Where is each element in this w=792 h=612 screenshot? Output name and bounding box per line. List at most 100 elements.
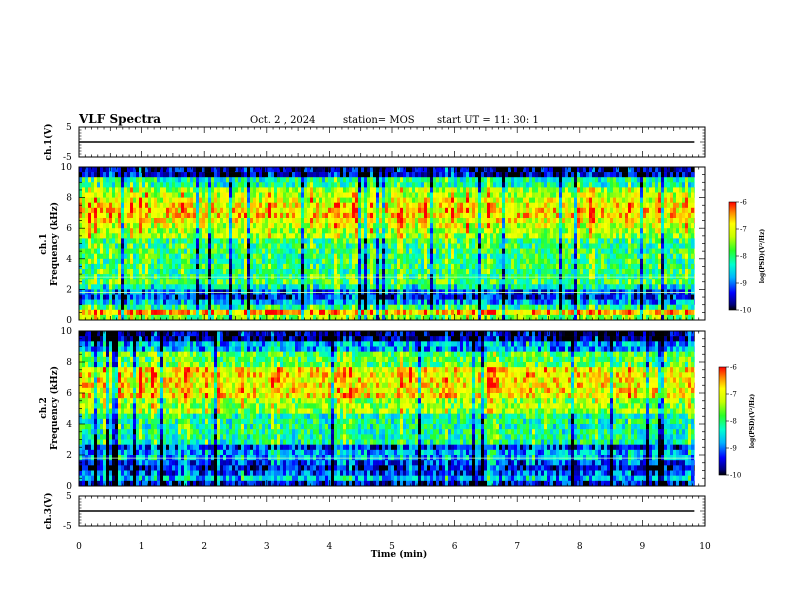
spectrogram-cell <box>244 233 248 239</box>
spectrogram-cell <box>529 207 533 214</box>
spectrogram-cell <box>340 304 344 311</box>
spectrogram-cell <box>463 299 467 305</box>
spectrogram-cell <box>370 207 374 214</box>
spectrogram-cell <box>331 248 335 254</box>
spectrogram-cell <box>331 197 335 203</box>
spectrogram-cell <box>157 218 161 224</box>
spectrogram-cell <box>253 218 257 224</box>
spectrogram-cell <box>223 212 227 219</box>
spectrogram-cell <box>541 258 545 265</box>
spectrogram-cell <box>256 187 260 193</box>
spectrogram-cell <box>340 212 344 219</box>
spectrogram-cell <box>412 314 416 321</box>
spectrogram-cell <box>163 314 167 321</box>
spectrogram-cell <box>532 223 536 229</box>
spectrogram-cell <box>373 233 377 239</box>
spectrogram-cell <box>94 304 98 311</box>
spectrogram-cell <box>553 177 557 183</box>
spectrogram-cell <box>166 248 170 254</box>
spectrogram-cell <box>553 192 557 198</box>
spectrogram-cell <box>334 207 338 214</box>
spectrogram-cell <box>100 233 104 239</box>
spectrogram-cell <box>160 233 164 239</box>
spectrogram-cell <box>94 182 98 188</box>
spectrogram-cell <box>409 192 413 198</box>
spectrogram-cell <box>190 269 194 275</box>
spectrogram-cell <box>544 187 548 193</box>
spectrogram-cell <box>229 263 233 270</box>
spectrogram-cell <box>301 167 305 173</box>
spectrogram-cell <box>472 309 476 316</box>
spectrogram-cell <box>388 187 392 193</box>
spectrogram-cell <box>130 258 134 265</box>
spectrogram-cell <box>142 218 146 224</box>
spectrogram-cell <box>217 269 221 275</box>
spectrogram-cell <box>217 309 221 316</box>
spectrogram-cell <box>301 299 305 305</box>
spectrogram-cell <box>220 212 224 219</box>
spectrogram-cell <box>292 182 296 188</box>
spectrogram-cell <box>484 243 488 249</box>
spectrogram-cell <box>169 177 173 183</box>
spectrogram-cell <box>523 202 527 209</box>
spectrogram-cell <box>130 314 134 321</box>
spectrogram-cell <box>193 314 197 321</box>
spectrogram-cell <box>301 228 305 234</box>
spectrogram-cell <box>178 248 182 254</box>
spectrogram-cell <box>211 177 215 183</box>
spectrogram-cell <box>259 167 263 173</box>
spectrogram-cell <box>496 167 500 173</box>
spectrogram-cell <box>532 212 536 219</box>
spectrogram-cell <box>550 228 554 234</box>
spectrogram-cell <box>325 212 329 219</box>
spectrogram-cell <box>295 212 299 219</box>
spectrogram-cell <box>418 192 422 198</box>
spectrogram-cell <box>463 197 467 203</box>
spectrogram-cell <box>370 309 374 316</box>
spectrogram-cell <box>361 279 365 285</box>
spectrogram-cell <box>445 294 449 300</box>
spectrogram-cell <box>133 263 137 270</box>
spectrogram-cell <box>298 304 302 311</box>
spectrogram-cell <box>481 192 485 198</box>
spectrogram-cell <box>88 172 92 178</box>
spectrogram-cell <box>427 279 431 285</box>
spectrogram-cell <box>475 304 479 311</box>
spectrogram-cell <box>124 187 128 193</box>
spectrogram-cell <box>160 218 164 224</box>
ch1-waveform-panel: 5 -5 ch.1(V) <box>43 123 706 163</box>
spectrogram-cell <box>451 304 455 311</box>
spectrogram-cell <box>532 192 536 198</box>
spectrogram-cell <box>472 223 476 229</box>
spectrogram-cell <box>208 309 212 316</box>
spectrogram-cell <box>397 177 401 183</box>
spectrogram-cell <box>334 279 338 285</box>
spectrogram-cell <box>355 182 359 188</box>
spectrogram-cell <box>541 228 545 234</box>
spectrogram-cell <box>289 243 293 249</box>
spectrogram-cell <box>136 284 140 290</box>
spectrogram-cell <box>478 299 482 305</box>
spectrogram-cell <box>532 172 536 178</box>
spectrogram-cell <box>244 207 248 214</box>
spectrogram-cell <box>127 304 131 311</box>
spectrogram-cell <box>253 253 257 260</box>
spectrogram-cell <box>349 187 353 193</box>
spectrogram-cell <box>217 172 221 178</box>
spectrogram-cell <box>97 197 101 203</box>
spectrogram-cell <box>385 314 389 321</box>
spectrogram-cell <box>196 177 200 183</box>
spectrogram-cell <box>550 207 554 214</box>
spectrogram-cell <box>373 309 377 316</box>
spectrogram-cell <box>340 177 344 183</box>
spectrogram-cell <box>304 182 308 188</box>
spectrogram-cell <box>451 187 455 193</box>
spectrogram-cell <box>352 299 356 305</box>
spectrogram-cell <box>550 192 554 198</box>
spectrogram-cell <box>256 314 260 321</box>
spectrogram-cell <box>199 248 203 254</box>
spectrogram-cell <box>319 212 323 219</box>
spectrogram-cell <box>493 177 497 183</box>
spectrogram-cell <box>517 263 521 270</box>
spectrogram-cell <box>88 177 92 183</box>
